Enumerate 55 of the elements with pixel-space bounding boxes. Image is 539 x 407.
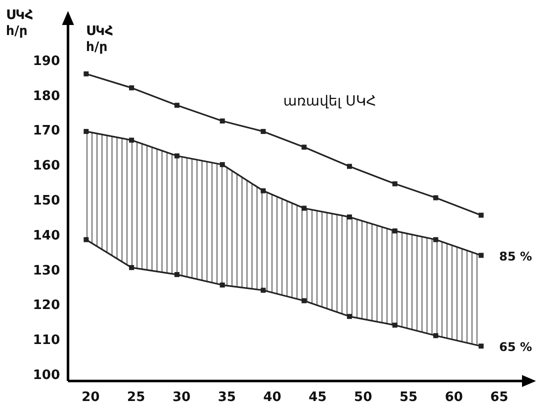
point — [260, 128, 266, 134]
x-tick-label: 30 — [172, 390, 191, 405]
point — [260, 188, 266, 194]
x-tick-label: 25 — [127, 390, 146, 405]
series-label: 85 % — [499, 249, 532, 264]
y-tick-label: 110 — [32, 333, 60, 348]
x-tick-label: 40 — [263, 390, 282, 405]
y-axis-title: ՍԿՀ հ/ր — [86, 24, 114, 55]
y-tick-label: 180 — [32, 88, 60, 104]
point — [174, 272, 180, 278]
y-tick-label: 150 — [32, 194, 60, 209]
point — [392, 322, 398, 328]
text: ՍԿՀ հ/ր — [6, 8, 34, 39]
y-tick-label: 160 — [32, 158, 60, 174]
y-tick-label: 190 — [32, 54, 60, 69]
point — [302, 298, 307, 304]
point — [346, 314, 352, 319]
point — [220, 162, 225, 168]
series-label: առավել ՍԿՀ — [283, 93, 376, 110]
point — [346, 164, 352, 169]
point — [392, 181, 398, 186]
point — [84, 237, 89, 242]
point — [433, 333, 438, 338]
point — [174, 102, 180, 108]
point — [220, 118, 225, 124]
point — [478, 344, 484, 349]
x-tick-label: 35 — [218, 390, 236, 405]
series-label: 65 % — [499, 340, 532, 354]
x-tick-label: 45 — [308, 390, 327, 405]
point — [478, 252, 484, 258]
point — [129, 85, 134, 90]
y-tick-label: 130 — [32, 263, 60, 278]
x-tick-label: 60 — [444, 390, 463, 405]
point — [346, 214, 352, 220]
point — [302, 206, 307, 211]
point — [84, 71, 89, 76]
point — [433, 237, 438, 242]
point — [392, 228, 398, 234]
y-tick-label: 120 — [32, 298, 60, 314]
point — [220, 282, 225, 288]
point — [174, 153, 180, 158]
point — [84, 128, 89, 134]
y-tick-label: 140 — [32, 228, 60, 244]
point — [478, 212, 484, 218]
point — [260, 288, 266, 293]
point — [433, 195, 438, 200]
x-tick-label: 20 — [82, 390, 100, 405]
x-tick-label: 50 — [354, 390, 372, 405]
point — [302, 144, 307, 150]
point — [129, 265, 134, 270]
y-tick-label: 100 — [32, 368, 60, 384]
point — [129, 138, 134, 143]
y-tick-label: 170 — [32, 124, 60, 139]
x-tick-label: 65 — [490, 390, 508, 405]
x-tick-label: 55 — [399, 390, 418, 405]
